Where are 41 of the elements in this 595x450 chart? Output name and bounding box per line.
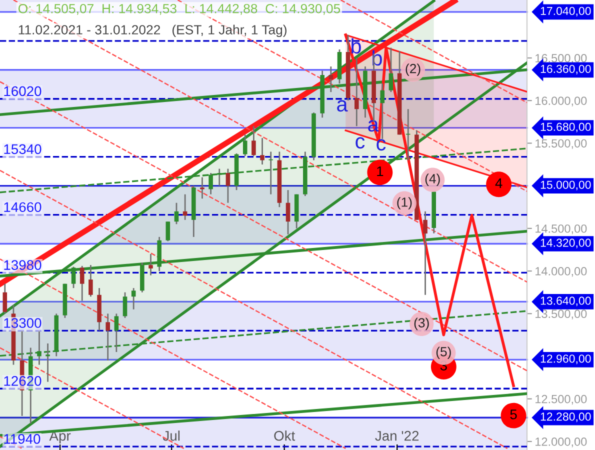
ref-line-label: 12.960,00 [540,354,591,364]
ref-line-label: 15.680,00 [540,122,591,132]
ref-line-label: 13.640,00 [540,296,591,306]
ref-line-label: 15.000,00 [540,180,591,190]
x-tick-label: Jan '22 [375,430,419,441]
annotation: c [376,139,386,151]
x-tick-label: Okt [274,430,296,441]
ref-line-label: 13300 [4,318,42,328]
ref-line-label: 16.360,00 [540,64,591,74]
annotation: (4) [425,174,440,186]
annotation: 1 [377,166,384,176]
x-tick-label: Jul [162,430,180,441]
text: 11.02.2021 - 31.01.2022 (EST, 1 Jahr, 1 Tag) [18,24,286,38]
ref-line-label: 14.320,00 [540,238,591,248]
chart-title: O: 14.505,07 H: 14.934,53 L: 14.442,88 C: 14.930,05 [18,4,340,15]
y-tick-label: 14.000,00 [536,267,587,277]
ref-line-label: 15340 [4,144,42,154]
y-tick-label: 13.500,00 [536,310,587,320]
ref-line-label: 16020 [4,86,42,96]
y-tick-label: 12.000,00 [536,438,587,448]
ref-line-label: 12.280,00 [540,412,591,422]
annotation: (1) [397,197,412,210]
annotation: a [337,100,348,112]
y-tick-label: 15.500,00 [536,139,587,149]
annotation: 4 [495,178,502,188]
y-tick-label: 16.000,00 [536,96,587,106]
ref-line-label: 11940 [4,434,40,444]
annotation: c [356,137,365,149]
y-tick-label: 16.500,00 [536,54,587,64]
annotation: (5) [436,346,451,359]
y-tick-label: 14.500,00 [536,224,587,234]
annotation: b [352,38,361,54]
x-tick-label: Apr [49,431,71,444]
annotation: (3) [414,318,429,330]
annotation: (2) [406,64,420,76]
ref-line-label: 17.040,00 [540,6,591,16]
y-tick-label: 12.500,00 [536,394,587,405]
annotation: 5 [510,410,517,420]
ref-line-label: 13980 [4,260,42,270]
ref-line-label: 14660 [4,202,42,212]
ref-line-label: 12620 [4,376,42,386]
